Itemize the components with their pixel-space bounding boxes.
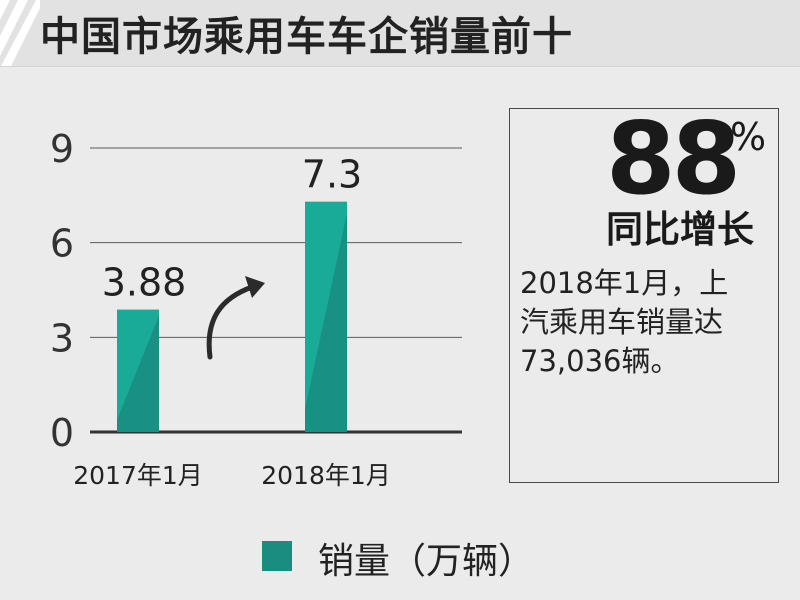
note-line: 汽乘用车销量达 (520, 305, 724, 339)
note-line: 2018年1月，上 (520, 266, 729, 300)
x-tick-label: 2017年1月 (73, 461, 203, 490)
y-tick-label: 6 (50, 222, 74, 266)
bar-shade (117, 315, 159, 432)
header-bar: 中国市场乘用车车企销量前十 (0, 0, 800, 67)
growth-number: 88 (606, 100, 741, 217)
note-line: 73,036辆。 (520, 344, 680, 378)
y-tick-label: 3 (50, 316, 74, 360)
growth-arrow-icon (206, 284, 255, 360)
data-label: 7.3 (302, 153, 362, 197)
note-text: 2018年1月，上 汽乘用车销量达 73,036辆。 (520, 264, 776, 381)
y-tick-label: 0 (50, 411, 74, 455)
data-label: 3.88 (102, 261, 187, 305)
legend-swatch (262, 541, 292, 571)
stripe-decoration-icon (0, 0, 40, 66)
page-title: 中国市场乘用车车企销量前十 (40, 14, 573, 60)
growth-label: 同比增长 (606, 208, 754, 251)
x-tick-label: 2018年1月 (261, 461, 391, 490)
info-callout-box: 88 % 同比增长 2018年1月，上 汽乘用车销量达 73,036辆。 (509, 100, 779, 483)
arrow-head-icon (245, 276, 265, 298)
legend-label: 销量（万辆） (318, 541, 535, 582)
y-tick-label: 9 (50, 127, 74, 171)
bar-shade (305, 213, 347, 432)
percent-sign: % (730, 115, 767, 159)
